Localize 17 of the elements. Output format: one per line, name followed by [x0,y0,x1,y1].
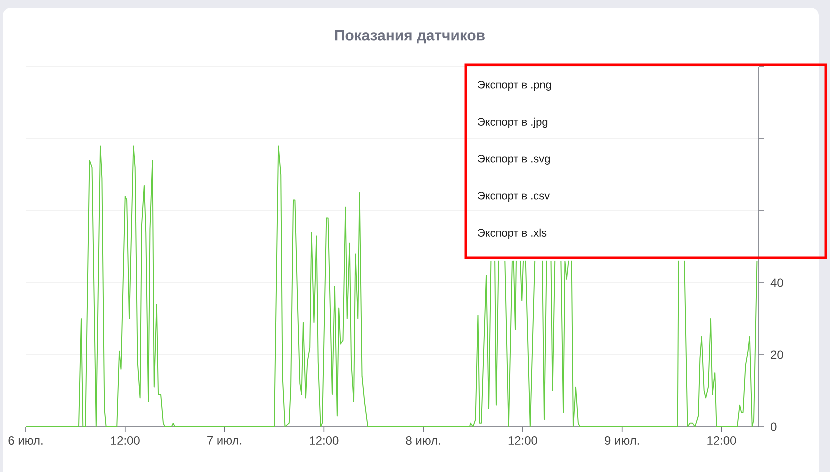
x-tick-label: 6 июл. [8,436,43,445]
annotation: Экспорт в .csv [478,192,550,202]
annotation: Экспорт в .jpg [478,118,548,128]
y-tick-label: 0 [771,422,777,432]
annotation: Экспорт в .svg [478,155,550,165]
annotation: Экспорт в .png [478,81,552,91]
x-tick-label: 7 июл. [208,436,242,445]
x-tick-label: 9 июл. [605,436,640,445]
annotation: Экспорт в .xls [478,228,547,240]
x-tick-label: 8 июл. [406,436,440,445]
y-tick-label: 20 [771,350,784,360]
x-tick-label: 12:00 [310,436,339,445]
x-tick-label: 12:00 [111,436,140,445]
chart-title: Показания датчиков [335,30,485,44]
y-tick-label: 40 [770,278,784,288]
x-tick-label: 12:00 [708,436,736,445]
x-tick-label: 12:00 [508,436,538,445]
